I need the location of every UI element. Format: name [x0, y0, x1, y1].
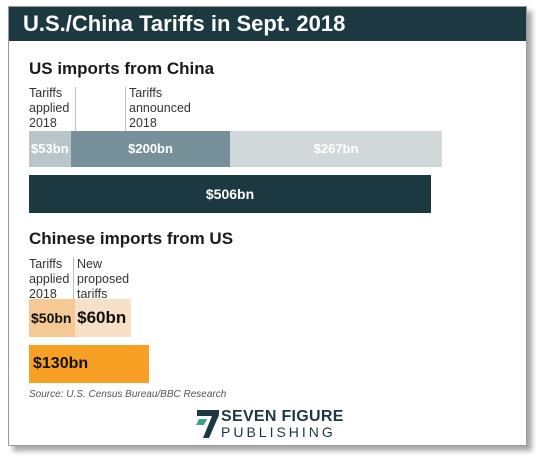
col-label-applied: Tariffs applied 2018 — [29, 86, 70, 130]
divider — [125, 87, 126, 131]
seven-figure-logo-icon — [196, 410, 219, 438]
col-label-proposed: New proposed tariffs — [77, 257, 130, 301]
publisher-logo: SEVEN FIGURE PUBLISHING — [195, 406, 355, 440]
logo-line-1: SEVEN FIGURE — [221, 408, 344, 425]
bar-segment — [230, 131, 443, 167]
total-bar-label: $506bn — [205, 186, 255, 202]
bar-value-label: $200bn — [128, 141, 173, 156]
logo-line-2: PUBLISHING — [221, 424, 336, 440]
bar-segment — [71, 131, 230, 167]
chart-title: U.S./China Tariffs in Sept. 2018 — [23, 11, 346, 36]
section-title-china-imports: Chinese imports from US — [29, 229, 234, 248]
title-bar: U.S./China Tariffs in Sept. 2018 — [9, 7, 526, 41]
total-bar — [29, 175, 431, 213]
total-bar — [29, 345, 149, 383]
bar-value-label: $53bn — [31, 141, 69, 156]
chart-card: U.S./China Tariffs in Sept. 2018 US impo… — [8, 6, 527, 446]
col-label-applied: Tariffs applied 2018 — [29, 257, 70, 301]
bar-segment — [29, 131, 72, 167]
bar-segment — [29, 299, 76, 337]
divider — [73, 257, 74, 299]
bar-segment — [75, 299, 131, 337]
col-label-announced: Tariffs announced 2018 — [129, 86, 191, 130]
bar-value-label: $267bn — [313, 141, 359, 156]
bar-value-label: $60bn — [77, 308, 127, 327]
section-title-us-imports: US imports from China — [29, 59, 215, 78]
total-bar-label: $130bn — [33, 355, 89, 372]
source-note: Source: U.S. Census Bureau/BBC Research — [29, 389, 227, 400]
divider — [75, 87, 76, 131]
bar-value-label: $50bn — [31, 310, 72, 326]
